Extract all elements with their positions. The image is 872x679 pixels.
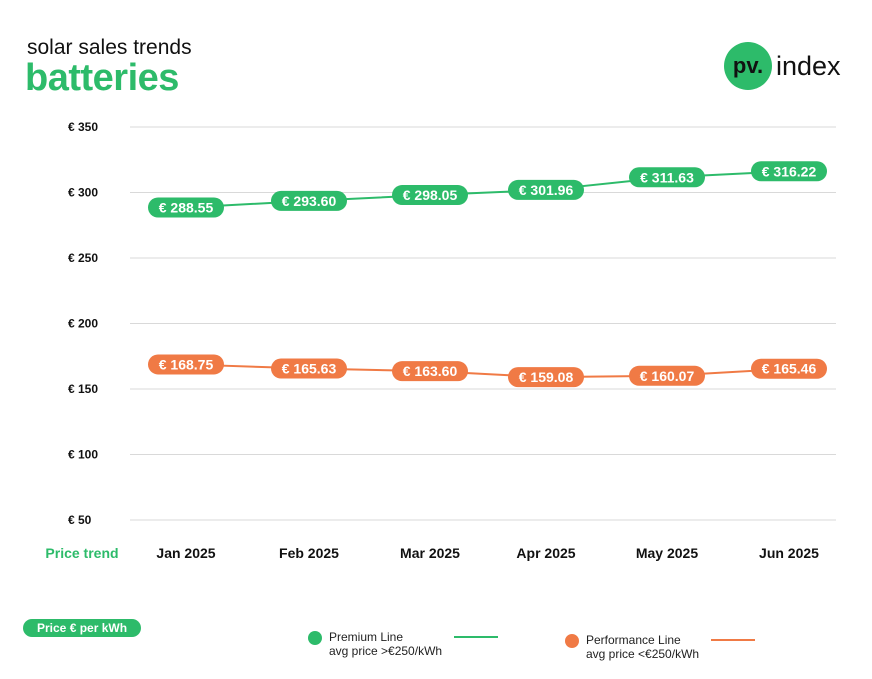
y-tick-label: € 200 bbox=[68, 317, 98, 331]
data-label: € 311.63 bbox=[640, 169, 694, 185]
x-tick-label: Mar 2025 bbox=[400, 545, 460, 561]
data-label: € 165.63 bbox=[282, 361, 337, 377]
legend-item-performance: Performance Line avg price <€250/kWh bbox=[565, 633, 756, 661]
y-tick-label: € 100 bbox=[68, 448, 98, 462]
chart-subtitle: solar sales trends bbox=[27, 36, 192, 59]
data-label: € 160.07 bbox=[640, 368, 695, 384]
pv-index-logo: pv. index bbox=[724, 42, 841, 90]
data-point bbox=[148, 197, 224, 218]
legend-performance-note: avg price <€250/kWh bbox=[586, 647, 700, 661]
data-point bbox=[629, 167, 705, 188]
premium-line-sample bbox=[454, 636, 499, 638]
data-label: € 159.08 bbox=[519, 369, 574, 385]
data-point bbox=[271, 190, 347, 211]
legend-premium-name: Premium Line bbox=[329, 630, 404, 644]
y-tick-label: € 150 bbox=[68, 382, 98, 396]
data-point bbox=[508, 367, 584, 388]
data-label: € 165.46 bbox=[762, 361, 817, 377]
unit-badge: Price € per kWh bbox=[23, 619, 142, 637]
data-label: € 316.22 bbox=[762, 163, 817, 179]
data-point bbox=[751, 358, 827, 379]
legend-item-premium: Premium Line avg price >€250/kWh bbox=[308, 630, 499, 658]
data-point bbox=[271, 358, 347, 379]
x-axis-title: Price trend bbox=[45, 545, 118, 561]
data-point bbox=[629, 365, 705, 386]
data-point bbox=[392, 361, 468, 382]
logo-word: index bbox=[776, 50, 841, 81]
x-tick-label: Apr 2025 bbox=[516, 545, 575, 561]
y-tick-label: € 50 bbox=[68, 513, 92, 527]
data-label: € 293.60 bbox=[282, 193, 337, 209]
logo-mark: pv. bbox=[724, 42, 772, 90]
data-label: € 168.75 bbox=[159, 356, 214, 372]
data-point bbox=[392, 185, 468, 206]
data-label: € 298.05 bbox=[403, 187, 458, 203]
legend-performance-name: Performance Line bbox=[586, 633, 681, 647]
data-label: € 288.55 bbox=[159, 199, 214, 215]
x-tick-label: Jan 2025 bbox=[156, 545, 215, 561]
performance-dot-icon bbox=[565, 634, 579, 648]
data-point bbox=[751, 161, 827, 182]
performance-line-sample bbox=[711, 639, 756, 641]
chart-title: batteries bbox=[25, 57, 179, 99]
x-tick-label: Feb 2025 bbox=[279, 545, 339, 561]
x-tick-label: Jun 2025 bbox=[759, 545, 819, 561]
y-tick-label: € 300 bbox=[68, 186, 98, 200]
data-label: € 163.60 bbox=[403, 363, 458, 379]
data-label: € 301.96 bbox=[519, 182, 574, 198]
y-tick-label: € 250 bbox=[68, 251, 98, 265]
legend-premium-note: avg price >€250/kWh bbox=[329, 644, 443, 658]
data-point bbox=[508, 179, 584, 200]
data-point bbox=[148, 354, 224, 375]
y-tick-label: € 350 bbox=[68, 120, 98, 134]
premium-dot-icon bbox=[308, 631, 322, 645]
x-tick-label: May 2025 bbox=[636, 545, 698, 561]
